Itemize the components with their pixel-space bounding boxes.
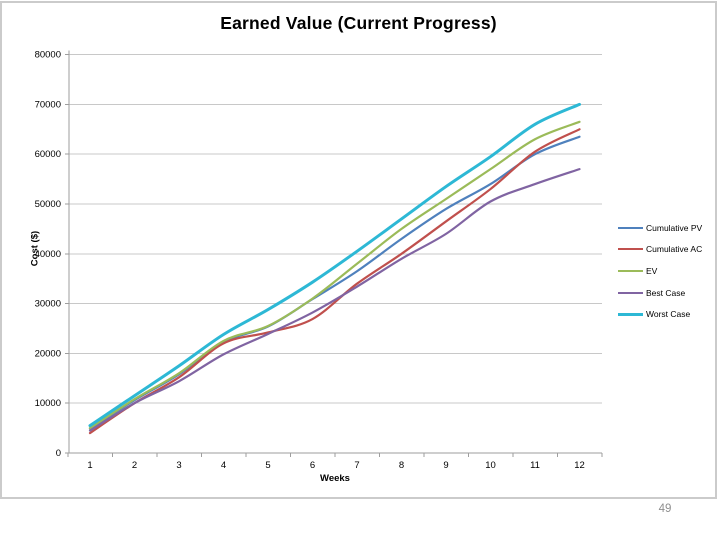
x-tick-label: 4: [221, 460, 226, 471]
page-number: 49: [658, 503, 672, 515]
legend-swatch: [618, 226, 643, 229]
x-tick-label: 3: [176, 460, 181, 471]
y-tick-label: 20000: [35, 348, 61, 359]
slide: 0 10000 20000 30000 40000 50000 60000 70000 8000…: [0, 1, 717, 499]
series-line-worst-case: [88, 102, 581, 428]
legend-label: Best Case: [646, 287, 686, 298]
legend-label: EV: [646, 265, 658, 276]
legend-swatch: [618, 291, 643, 294]
legend-item-cumulative-ac: Cumulative AC: [618, 239, 702, 261]
chart-title: Earned Value (Current Progress): [220, 13, 497, 33]
x-tick-label: 10: [485, 460, 496, 471]
legend-item-best-case: Best Case: [618, 282, 702, 304]
x-axis-title: Weeks: [320, 473, 350, 484]
x-tick-label: 9: [443, 460, 448, 471]
legend-label: Cumulative PV: [646, 222, 703, 233]
legend-swatch: [618, 312, 643, 316]
legend-item-ev: EV: [618, 260, 702, 282]
x-tick-label: 6: [310, 460, 315, 471]
y-axis-title: Cost ($): [29, 230, 41, 267]
chart-legend: Cumulative PV Cumulative AC EV Best Case Wor…: [618, 217, 702, 325]
series-line-cumulative-ac: [88, 128, 581, 435]
y-tick-label: 10000: [35, 398, 61, 409]
x-tick-label: 7: [354, 460, 359, 471]
y-tick-label: 80000: [35, 50, 61, 61]
legend-swatch: [618, 269, 643, 272]
y-tick-label: 60000: [35, 149, 61, 160]
y-tick-label: 50000: [35, 199, 61, 210]
x-tick-label: 8: [399, 460, 404, 471]
legend-item-worst-case: Worst Case: [618, 303, 702, 325]
legend-label: Worst Case: [646, 309, 691, 320]
x-tick-label: 1: [87, 460, 92, 471]
earned-value-line-chart: 0 10000 20000 30000 40000 50000 60000 70000 8000…: [35, 50, 603, 471]
series-line-best-case: [88, 168, 581, 432]
y-tick-label: 40000: [35, 249, 61, 260]
legend-swatch: [618, 248, 643, 251]
y-tick-label: 30000: [35, 299, 61, 310]
y-tick-label: 70000: [35, 99, 61, 110]
x-tick-label: 2: [132, 460, 137, 471]
x-tick-label: 5: [265, 460, 270, 471]
legend-item-cumulative-pv: Cumulative PV: [618, 217, 702, 239]
y-tick-label: 0: [56, 448, 61, 459]
x-tick-label: 11: [530, 460, 540, 471]
legend-label: Cumulative AC: [646, 244, 703, 255]
series-line-ev: [88, 120, 581, 430]
x-tick-label: 12: [574, 460, 585, 471]
